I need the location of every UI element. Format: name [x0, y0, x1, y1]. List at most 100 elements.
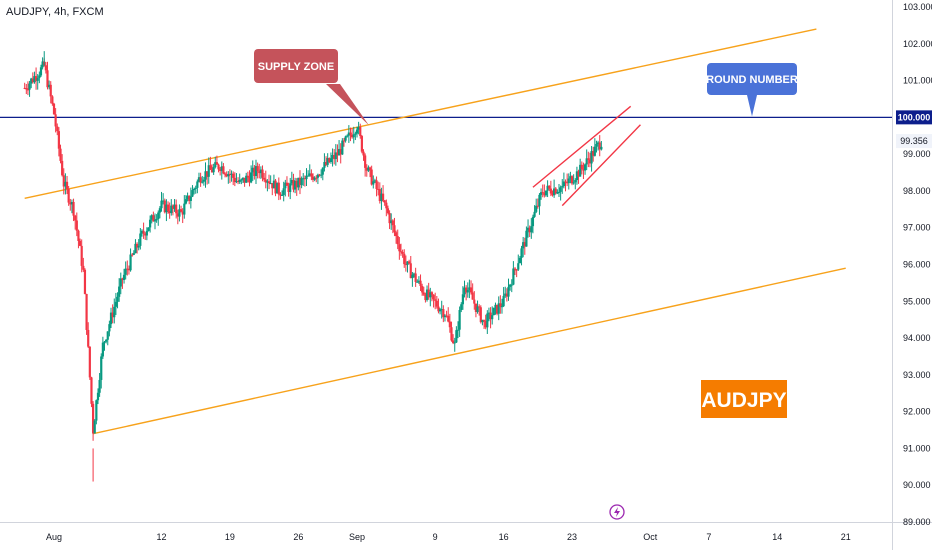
candle-body — [398, 244, 401, 252]
candle-body — [473, 299, 476, 304]
candle-body — [274, 180, 277, 194]
candle-body — [455, 330, 458, 343]
candle-body — [574, 180, 577, 183]
candle-body — [381, 193, 385, 201]
candle-body — [57, 131, 60, 149]
candle-body — [546, 185, 549, 191]
candle-body — [171, 205, 175, 209]
candle-body — [486, 313, 489, 328]
candle-body — [248, 177, 251, 183]
candle-body — [70, 201, 74, 205]
candle-body — [209, 165, 212, 170]
candle-body — [541, 192, 544, 194]
candle-body — [391, 220, 394, 226]
candle-body — [513, 268, 517, 270]
symbol-header[interactable]: AUDJPY, 4h, FXCM — [6, 6, 104, 18]
candle-body — [173, 204, 176, 209]
candle-body — [548, 185, 551, 189]
pair-badge-label: AUDJPY — [701, 389, 786, 412]
candle-body — [590, 151, 593, 164]
candle-body — [466, 289, 469, 293]
x-tick-label: Oct — [643, 532, 658, 542]
candle-body — [267, 181, 271, 184]
candle-body — [72, 201, 75, 216]
candle-body — [121, 278, 124, 280]
candle-body — [421, 286, 424, 293]
candle-body — [530, 226, 533, 233]
candle-body — [132, 253, 135, 255]
candle-body — [478, 306, 481, 308]
candle-body — [219, 169, 222, 171]
candle-body — [380, 193, 383, 202]
y-tick-label: 94.000 — [903, 333, 931, 343]
candle-body — [559, 187, 562, 192]
candle-body — [253, 167, 256, 177]
candle-body — [243, 177, 246, 183]
candle-body — [30, 78, 33, 84]
candle-body — [298, 177, 302, 186]
candle-body — [320, 174, 323, 176]
candle-body — [96, 392, 100, 401]
supply-zone-pointer — [326, 84, 369, 126]
candle-body — [479, 307, 482, 323]
candle-body — [152, 215, 155, 222]
candle-layer — [23, 51, 603, 482]
current-price-tag — [896, 134, 932, 149]
candle-body — [269, 183, 272, 185]
candle-body — [417, 280, 421, 282]
candle-body — [321, 167, 324, 175]
candle-body — [492, 307, 495, 316]
candle-body — [212, 167, 215, 173]
candle-body — [64, 181, 67, 187]
candle-body — [427, 289, 430, 298]
candle-body — [191, 190, 194, 197]
candle-body — [533, 211, 536, 217]
candle-body — [131, 254, 134, 256]
candle-body — [377, 188, 380, 190]
x-tick-label: 12 — [157, 532, 167, 542]
candle-body — [250, 172, 253, 183]
candle-body — [570, 176, 574, 184]
candle-body — [440, 309, 443, 311]
candle-body — [56, 126, 59, 132]
candle-body — [293, 180, 297, 190]
candle-body — [88, 346, 91, 378]
candle-body — [538, 194, 541, 207]
candle-body — [520, 248, 523, 258]
pair-badge-box — [701, 380, 787, 418]
candle-body — [539, 192, 543, 195]
candle-body — [105, 339, 108, 342]
candle-body — [126, 268, 129, 270]
candle-body — [362, 151, 365, 156]
candle-body — [197, 177, 201, 182]
candle-body — [572, 182, 575, 184]
candle-body — [585, 158, 588, 165]
candle-body — [575, 171, 579, 181]
round-number-price-label: 100.000 — [898, 112, 931, 122]
candle-body — [54, 114, 57, 127]
candle-body — [179, 209, 183, 212]
candle-body — [554, 188, 557, 194]
candle-body — [95, 400, 98, 421]
candle-body — [307, 175, 310, 177]
candle-body — [150, 215, 153, 220]
x-tick-label: 19 — [225, 532, 235, 542]
candle-body — [364, 155, 367, 168]
candle-body — [543, 192, 546, 196]
candle-body — [468, 287, 471, 290]
candle-body — [134, 243, 137, 254]
candle-body — [504, 293, 507, 296]
candle-body — [163, 200, 166, 213]
supply-zone-label: SUPPLY ZONE — [258, 61, 334, 73]
candle-body — [484, 320, 487, 328]
candle-body — [494, 304, 497, 308]
rising-channel-lower-line — [561, 124, 641, 207]
candle-body — [210, 169, 214, 173]
candle-body — [438, 309, 442, 312]
candle-body — [318, 174, 321, 176]
candle-body — [48, 84, 51, 88]
candle-body — [434, 299, 437, 301]
lower-channel-line — [92, 267, 846, 435]
candle-body — [509, 284, 512, 287]
